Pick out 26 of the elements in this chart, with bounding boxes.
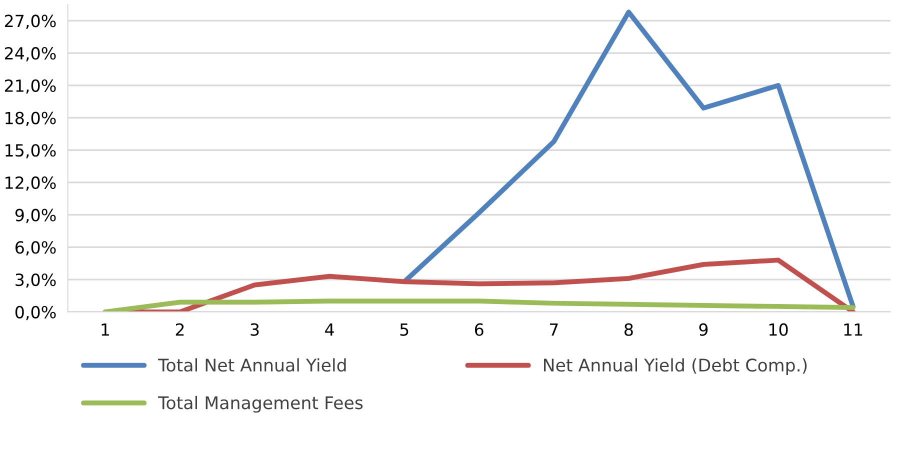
y-tick-label: 6,0% [16,241,56,256]
y-tick-label: 21,0% [4,79,56,94]
x-tick-label: 7 [550,324,558,336]
legend-label: Net Annual Yield (Debt Comp.) [544,358,807,376]
line-series [102,298,856,312]
x-tick-label: 2 [176,323,184,336]
y-tick-label: 15,0% [6,144,56,158]
y-tick-label: 12,0% [6,176,56,191]
legend-label: Total Net Annual Yield [158,358,346,372]
x-tick-label: 9 [699,323,708,336]
y-tick-label: 24,0% [4,47,56,62]
y-tick-label: 27,0% [4,14,56,29]
y-tick-label: 0,0% [15,306,56,320]
x-tick-label: 3 [250,323,259,336]
x-tick-label: 1 [102,324,109,336]
x-tick-label: 4 [325,324,334,336]
x-tick-label: 10 [769,323,788,336]
y-tick-label: 3,0% [16,273,56,288]
x-tick-label: 8 [624,323,633,336]
legend-label: Total Management Fees [158,396,363,413]
x-tick-label: 5 [400,324,408,336]
line-series [402,10,856,309]
y-tick-label: 9,0% [15,208,56,224]
x-tick-label: 6 [474,323,484,336]
x-tick-label: 11 [844,324,862,336]
y-tick-label: 18,0% [6,112,56,126]
